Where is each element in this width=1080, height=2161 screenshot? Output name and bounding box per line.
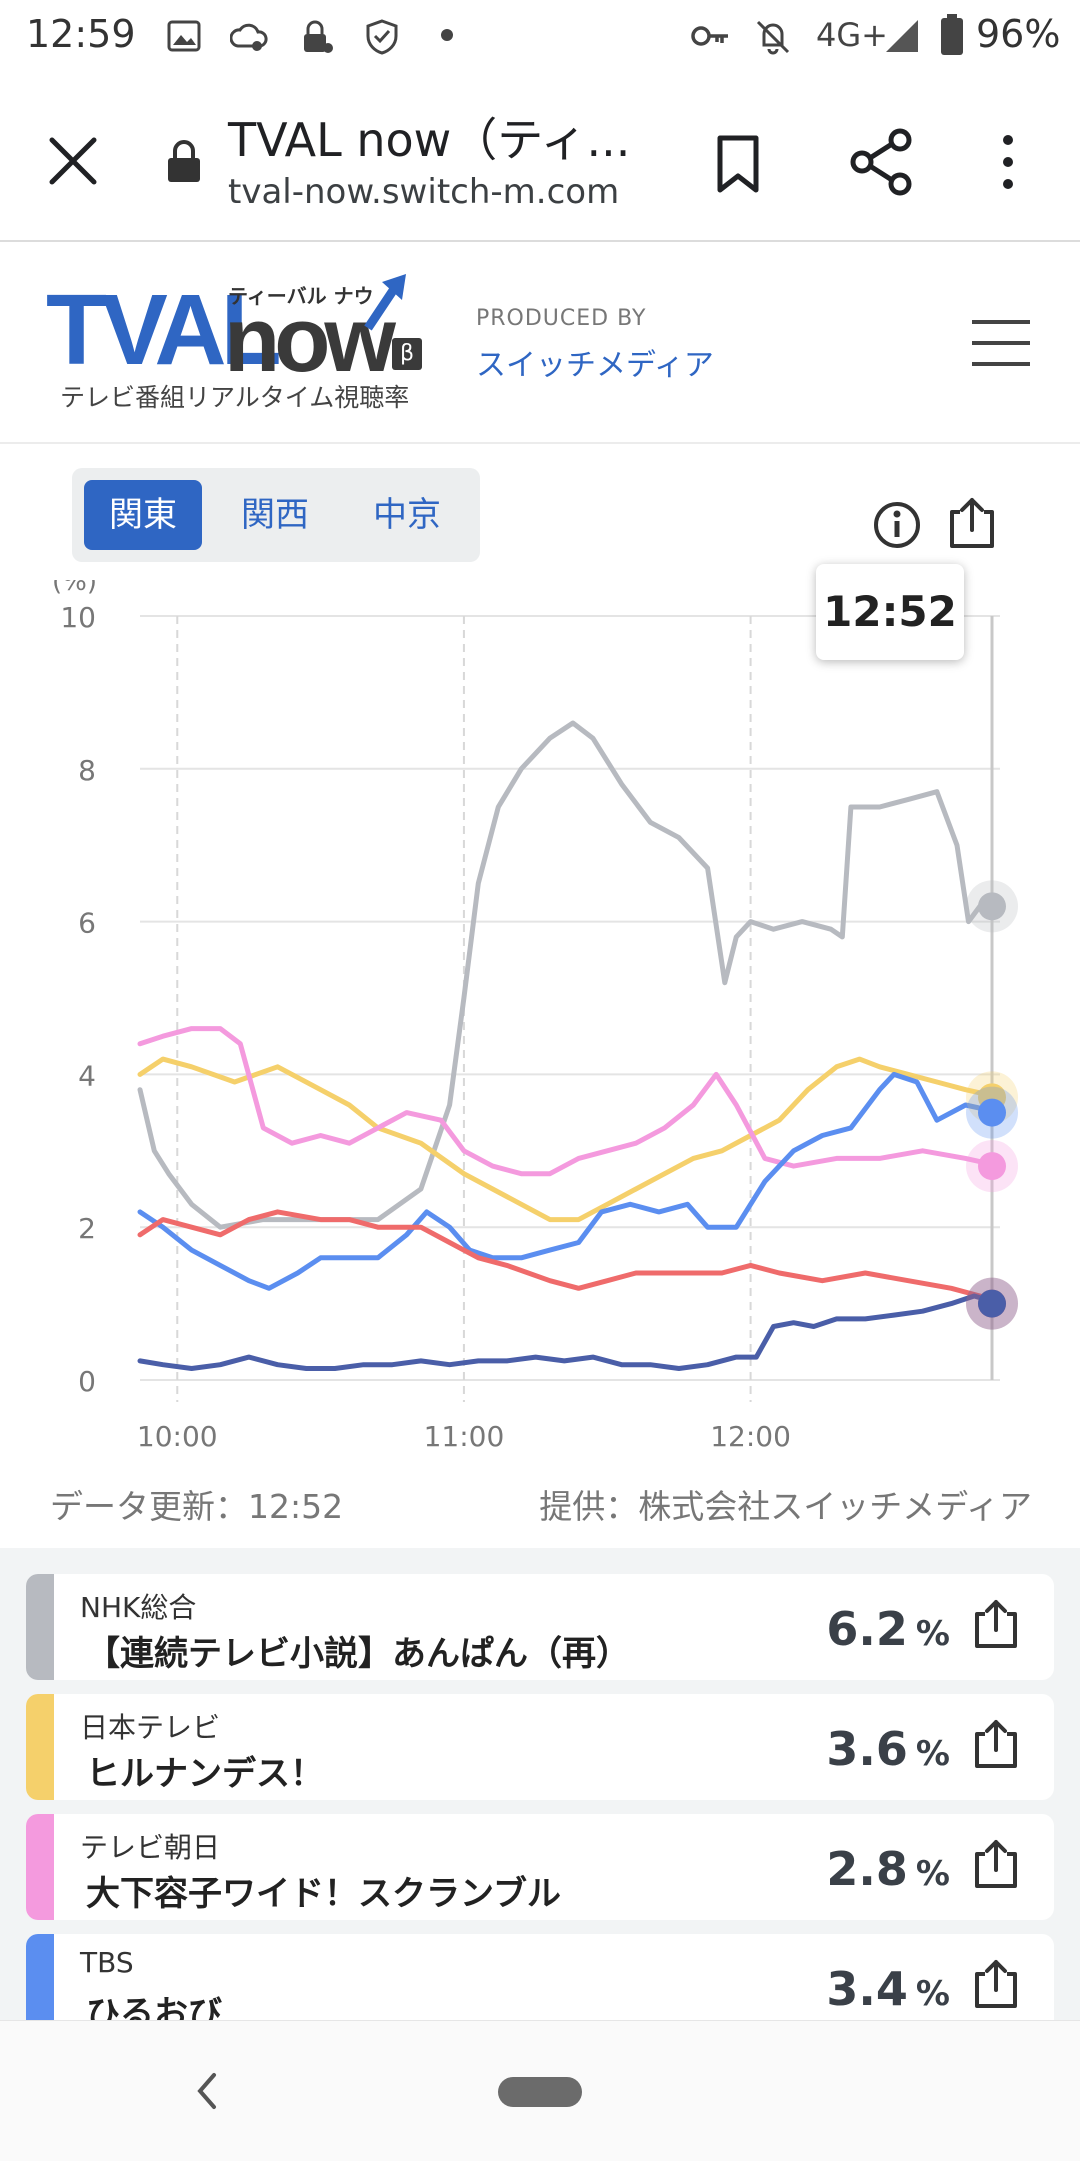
channel-color-bar — [26, 1934, 54, 2020]
logo-tval[interactable]: TVAL — [46, 274, 282, 386]
channel-card-tbs[interactable]: TBS ひるおび 3.4% — [26, 1934, 1054, 2020]
channel-name: TBS — [80, 1946, 134, 1979]
y-tick-label: 6 — [78, 907, 96, 940]
y-tick-label: 0 — [78, 1365, 96, 1398]
series-line-3 — [137, 1071, 1003, 1291]
channel-color-bar — [26, 1574, 54, 1680]
logo-kana: ティーバル ナウ — [228, 284, 374, 308]
info-icon[interactable] — [872, 500, 922, 550]
key-icon — [691, 26, 728, 46]
menu-icon[interactable] — [970, 316, 1032, 370]
lock-icon — [168, 140, 200, 182]
channel-color-bar — [26, 1814, 54, 1920]
shield-icon — [366, 19, 398, 55]
series-marker-3 — [978, 1098, 1006, 1127]
tab-kanto[interactable]: 関東 — [84, 480, 202, 550]
y-tick-label: 2 — [78, 1212, 96, 1245]
status-time: 12:59 — [26, 12, 136, 56]
lock-settings-icon — [304, 20, 333, 53]
program-title: 【連続テレビ小説】あんぱん（再） — [86, 1634, 630, 1674]
program-title: ひるおび — [86, 1994, 222, 2020]
cloud-settings-icon — [230, 23, 268, 51]
system-nav-bar — [0, 2020, 1080, 2161]
channel-name: テレビ朝日 — [80, 1831, 221, 1864]
logo-arrow-icon — [364, 274, 406, 331]
series-marker-2 — [978, 1152, 1006, 1181]
channel-color-bar — [26, 1694, 54, 1800]
x-tick-label: 12:00 — [710, 1420, 791, 1453]
data-provider: 提供：株式会社スイッチメディア — [539, 1487, 1032, 1526]
browser-toolbar: TVAL now（ティ... tval-now.switch-m.com — [0, 80, 1080, 242]
tab-chukyo[interactable]: 中京 — [373, 495, 441, 535]
network-type: 4G+ — [816, 16, 888, 54]
channel-list: NHK総合 【連続テレビ小説】あんぱん（再） 6.2% 日本テレビ ヒルナンデス… — [0, 1548, 1080, 2020]
back-icon[interactable] — [192, 2071, 222, 2111]
channel-card-nhk[interactable]: NHK総合 【連続テレビ小説】あんぱん（再） 6.2% — [26, 1574, 1054, 1680]
series-line-1 — [137, 1056, 1003, 1223]
status-bar: 12:59 4G+ 96% — [0, 0, 1080, 72]
y-tick-label: 10 — [60, 601, 96, 634]
series-marker-0 — [978, 892, 1006, 921]
channel-name: 日本テレビ — [80, 1711, 221, 1744]
region-tabs: 関東 関西 中京 — [72, 468, 480, 562]
share-icon[interactable] — [850, 128, 914, 196]
series-line-2 — [137, 1026, 1003, 1177]
series-line-0 — [137, 720, 1003, 1230]
logo-beta: β — [392, 338, 422, 370]
battery-percent: 96% — [976, 12, 1061, 56]
x-tick-label: 11:00 — [424, 1420, 505, 1453]
data-updated: データ更新：12:52 — [50, 1487, 344, 1526]
series-marker-5 — [978, 1289, 1006, 1318]
chart-share-icon[interactable] — [946, 496, 998, 550]
notification-dot-icon — [441, 29, 453, 41]
channel-card-ntv[interactable]: 日本テレビ ヒルナンデス！ 3.6% — [26, 1694, 1054, 1800]
share-icon[interactable] — [972, 1958, 1020, 2010]
tab-kansai[interactable]: 関西 — [241, 495, 309, 535]
logo-now[interactable]: now — [224, 289, 396, 391]
y-tick-label: 8 — [78, 754, 96, 787]
site-header: TVAL now ティーバル ナウ β テレビ番組リアルタイム視聴率 PRODU… — [0, 242, 1080, 444]
y-axis-label: (%) — [52, 580, 97, 597]
battery-icon — [941, 14, 963, 55]
y-tick-label: 4 — [78, 1059, 96, 1092]
channel-card-tv-asahi[interactable]: テレビ朝日 大下容子ワイド！スクランブル 2.8% — [26, 1814, 1054, 1920]
browser-page-title: TVAL now（ティ... — [228, 113, 631, 167]
channel-name: NHK総合 — [80, 1591, 197, 1624]
signal-icon — [886, 20, 918, 52]
share-icon[interactable] — [972, 1838, 1020, 1890]
share-icon[interactable] — [972, 1718, 1020, 1770]
rating-value: 6.2% — [826, 1602, 950, 1656]
series-line-4 — [137, 1209, 1003, 1307]
rating-value: 3.4% — [826, 1962, 950, 2016]
rating-value: 3.6% — [826, 1722, 950, 1776]
image-icon — [167, 20, 201, 52]
ratings-chart[interactable]: 0 2 4 6 8 10 (%) 10:00 11:00 12:00 — [0, 580, 1080, 1460]
program-title: 大下容子ワイド！スクランブル — [86, 1874, 561, 1914]
rating-value: 2.8% — [826, 1842, 950, 1896]
home-pill[interactable] — [498, 2077, 582, 2107]
producer-name[interactable]: スイッチメディア — [476, 348, 714, 383]
series-line-5 — [137, 1293, 1003, 1371]
bookmark-icon[interactable] — [714, 134, 762, 194]
x-tick-label: 10:00 — [137, 1420, 218, 1453]
produced-by-label: PRODUCED BY — [476, 306, 647, 331]
logo-subtitle: テレビ番組リアルタイム視聴率 — [60, 383, 410, 412]
bell-off-icon — [756, 20, 790, 55]
browser-url[interactable]: tval-now.switch-m.com — [228, 172, 620, 212]
more-vert-icon[interactable] — [996, 132, 1020, 192]
close-icon[interactable] — [44, 132, 102, 190]
time-tooltip: 12:52 — [816, 564, 964, 660]
program-title: ヒルナンデス！ — [86, 1754, 324, 1794]
share-icon[interactable] — [972, 1598, 1020, 1650]
